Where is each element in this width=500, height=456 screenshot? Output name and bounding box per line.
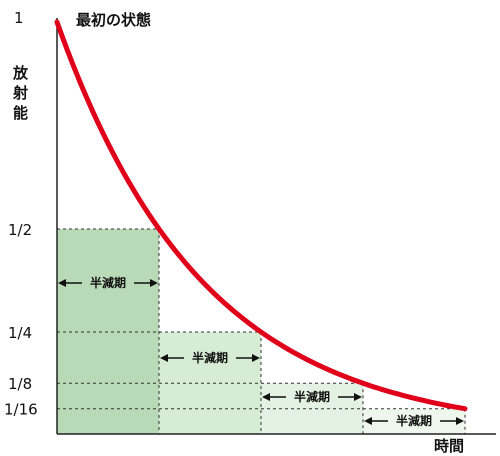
y-axis-label-char: 能	[13, 104, 28, 122]
arrow-right-icon	[456, 417, 464, 425]
arrow-left-icon	[58, 279, 66, 287]
y-tick-label: 1	[14, 9, 24, 27]
arrow-left-icon	[364, 417, 372, 425]
arrow-right-icon	[252, 354, 260, 362]
y-axis-label-char: 射	[12, 84, 28, 102]
arrow-left-icon	[160, 354, 168, 362]
y-tick-label: 1/16	[4, 401, 38, 419]
y-axis-label: 放射能	[12, 64, 29, 122]
half-life-label: 半減期	[294, 389, 330, 404]
arrow-right-icon	[150, 279, 158, 287]
arrow-right-icon	[354, 393, 362, 401]
y-tick-label: 1/2	[8, 221, 32, 239]
y-tick-label: 1/4	[8, 324, 32, 342]
decay-curve	[54, 19, 468, 412]
half-life-label: 半減期	[90, 275, 126, 290]
x-axis-label: 時間	[434, 437, 464, 455]
initial-state-label: 最初の状態	[76, 11, 151, 29]
half-life-label: 半減期	[192, 350, 228, 365]
half-life-label: 半減期	[396, 413, 432, 428]
dashed-guides	[57, 228, 466, 434]
y-tick-label: 1/8	[8, 375, 32, 393]
y-tick-labels: 1 1/2 1/4 1/8 1/16	[4, 9, 38, 419]
arrow-left-icon	[262, 393, 270, 401]
y-axis-label-char: 放	[12, 64, 29, 82]
axes	[56, 18, 496, 435]
